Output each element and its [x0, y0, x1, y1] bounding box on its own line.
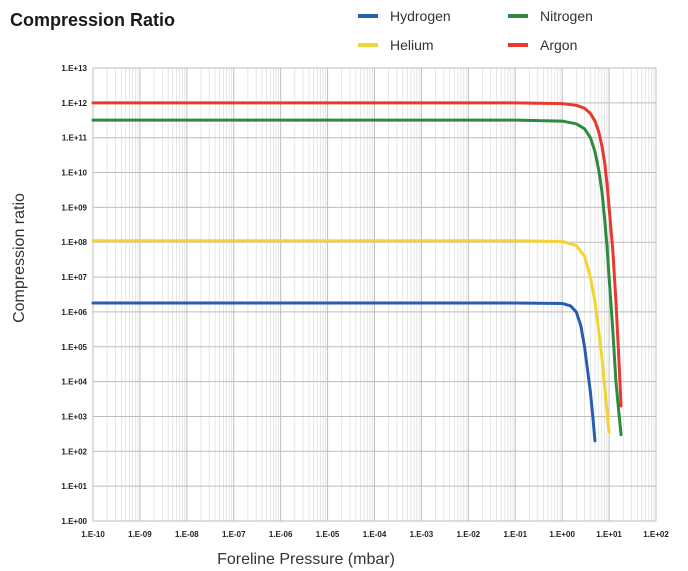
- legend-swatch-hydrogen: [358, 14, 378, 18]
- x-axis-ticks: 1.E-10 1.E-09 1.E-08 1.E-07 1.E-06 1.E-05 1.E-…: [81, 530, 669, 539]
- plot-grid: [92, 67, 657, 522]
- y-tick-label: 1.E+12: [61, 99, 87, 108]
- y-tick-label: 1.E+08: [61, 238, 87, 247]
- y-tick-label: 1.E+07: [61, 273, 87, 282]
- series-line-helium: [91, 239, 611, 434]
- x-axis-label: Foreline Pressure (mbar): [217, 551, 395, 568]
- x-tick-label: 1.E+00: [549, 530, 575, 539]
- series-line-nitrogen: [91, 118, 623, 437]
- legend-swatch-nitrogen: [508, 14, 528, 18]
- y-tick-label: 1.E+04: [61, 378, 87, 387]
- legend-label-helium: Helium: [390, 37, 434, 53]
- x-tick-label: 1.E-01: [503, 530, 527, 539]
- x-tick-label: 1.E-03: [410, 530, 434, 539]
- y-tick-label: 1.E+06: [61, 308, 87, 317]
- y-tick-label: 1.E+01: [61, 482, 87, 491]
- x-tick-label: 1.E-08: [175, 530, 199, 539]
- y-tick-label: 1.E+02: [61, 447, 87, 456]
- y-tick-label: 1.E+11: [62, 134, 88, 143]
- series-line-argon: [91, 101, 623, 408]
- x-tick-label: 1.E-05: [316, 530, 340, 539]
- x-tick-label: 1.E-09: [128, 530, 152, 539]
- y-tick-label: 1.E+05: [61, 343, 87, 352]
- y-axis-ticks: 1.E+00 1.E+01 1.E+02 1.E+03 1.E+04 1.E+05 1.E+…: [61, 64, 87, 526]
- y-tick-label: 1.E+00: [61, 517, 87, 526]
- x-tick-label: 1.E+01: [596, 530, 622, 539]
- x-tick-label: 1.E-10: [81, 530, 105, 539]
- legend-label-hydrogen: Hydrogen: [390, 8, 451, 24]
- legend-swatch-helium: [358, 43, 378, 47]
- legend: Hydrogen Helium Nitrogen Argon: [358, 8, 593, 53]
- x-tick-label: 1.E-04: [363, 530, 387, 539]
- x-tick-label: 1.E-07: [222, 530, 246, 539]
- legend-label-argon: Argon: [540, 37, 577, 53]
- y-tick-label: 1.E+09: [61, 203, 87, 212]
- x-tick-label: 1.E-02: [457, 530, 481, 539]
- x-tick-label: 1.E-06: [269, 530, 293, 539]
- x-tick-label: 1.E+02: [643, 530, 669, 539]
- y-tick-label: 1.E+13: [61, 64, 87, 73]
- legend-swatch-argon: [508, 43, 528, 47]
- y-axis-label: Compression ratio: [11, 193, 28, 323]
- series-lines: [91, 101, 623, 443]
- legend-label-nitrogen: Nitrogen: [540, 8, 593, 24]
- y-tick-label: 1.E+03: [61, 412, 87, 421]
- y-tick-label: 1.E+10: [61, 169, 87, 178]
- series-line-hydrogen: [91, 301, 597, 443]
- chart-title: Compression Ratio: [10, 10, 175, 30]
